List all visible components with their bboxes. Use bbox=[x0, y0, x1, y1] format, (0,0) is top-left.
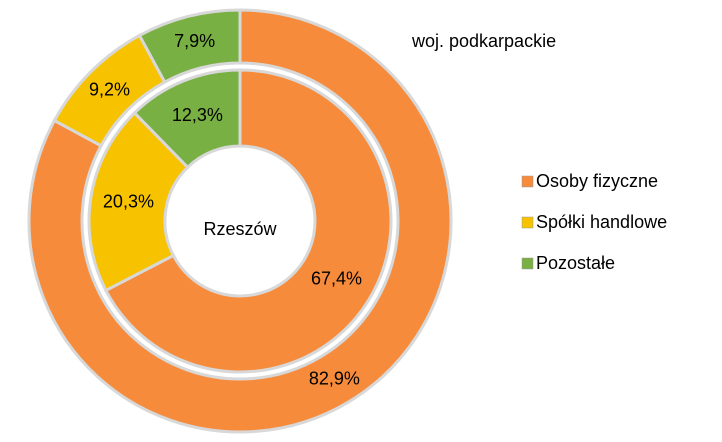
legend-label: Spółki handlowe bbox=[536, 212, 667, 232]
value-label: 9,2% bbox=[89, 79, 130, 99]
legend-swatch bbox=[521, 175, 534, 188]
sector bbox=[137, 8, 242, 85]
outer-series-name: woj. podkarpackie bbox=[411, 31, 556, 51]
legend-label: Pozostałe bbox=[536, 253, 615, 273]
inner-series-name: Rzeszów bbox=[203, 219, 277, 239]
value-label: 20,3% bbox=[103, 192, 154, 212]
legend-swatch bbox=[521, 216, 534, 229]
sector bbox=[132, 68, 242, 170]
sector bbox=[103, 68, 393, 374]
sector bbox=[87, 110, 190, 293]
value-label: 67,4% bbox=[311, 268, 362, 288]
legend-swatch bbox=[521, 257, 534, 270]
sector bbox=[27, 8, 453, 434]
legend-label: Osoby fizyczne bbox=[536, 171, 658, 191]
value-label: 7,9% bbox=[174, 31, 215, 51]
value-label: 12,3% bbox=[172, 105, 223, 125]
value-label: 82,9% bbox=[309, 368, 360, 388]
